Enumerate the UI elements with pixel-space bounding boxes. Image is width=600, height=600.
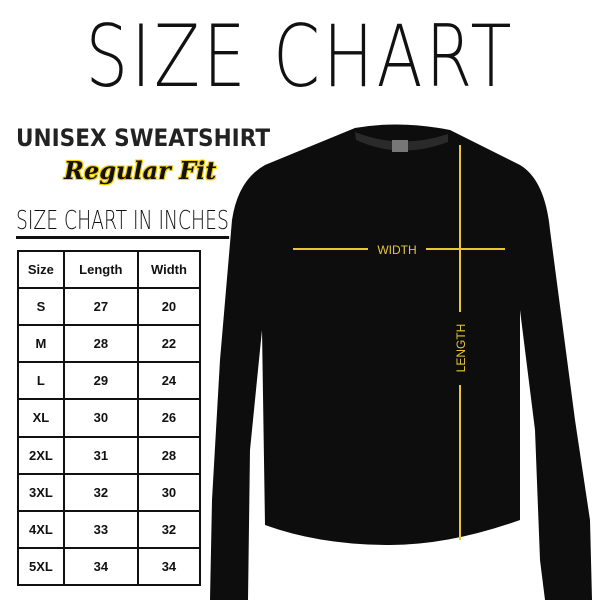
table-cell: 30 bbox=[136, 472, 202, 512]
table-cell: 33 bbox=[62, 509, 139, 549]
tag-icon bbox=[392, 140, 408, 152]
table-cell: 30 bbox=[62, 398, 139, 438]
table-row: 4XL 33 32 bbox=[17, 509, 202, 549]
table-cell: 4XL bbox=[17, 509, 65, 549]
product-name: UNISEX SWEATSHIRT bbox=[16, 124, 271, 152]
table-cell: 28 bbox=[136, 435, 202, 475]
column-header: Length bbox=[62, 249, 139, 290]
table-row: L 29 24 bbox=[17, 361, 202, 401]
table-cell: 20 bbox=[136, 287, 202, 327]
table-cell: 27 bbox=[62, 287, 139, 327]
table-row: 2XL 31 28 bbox=[17, 435, 202, 475]
table-cell: 3XL bbox=[17, 472, 65, 512]
table-cell: 2XL bbox=[17, 435, 65, 475]
sweatshirt-image bbox=[210, 124, 592, 600]
table-cell: 28 bbox=[62, 324, 139, 364]
table-row: 3XL 32 30 bbox=[17, 472, 202, 512]
table-row: M 28 22 bbox=[17, 324, 202, 364]
page-title: SIZE CHART bbox=[85, 7, 515, 107]
table-cell: S bbox=[17, 287, 65, 327]
table-cell: 29 bbox=[62, 361, 139, 401]
table-cell: 32 bbox=[62, 472, 139, 512]
table-cell: 22 bbox=[136, 324, 202, 364]
width-label: WIDTH bbox=[377, 243, 416, 257]
table-cell: 31 bbox=[62, 435, 139, 475]
table-cell: 32 bbox=[136, 509, 202, 549]
table-cell: XL bbox=[17, 398, 65, 438]
table-cell: 26 bbox=[136, 398, 202, 438]
table-cell: L bbox=[17, 361, 65, 401]
fit-label: Regular Fit bbox=[64, 156, 217, 185]
table-header-row: Size Length Width bbox=[17, 249, 202, 290]
size-table: Size Length Width S 27 20 M 28 22 L 29 24 XL 30 26 2XL 3… bbox=[17, 249, 202, 587]
column-header: Width bbox=[136, 249, 202, 290]
column-header: Size bbox=[17, 249, 65, 290]
table-cell: 5XL bbox=[17, 546, 65, 587]
length-label: LENGTH bbox=[454, 324, 468, 373]
table-cell: 34 bbox=[62, 546, 139, 587]
table-cell: 24 bbox=[136, 361, 202, 401]
table-caption: SIZE CHART IN INCHES bbox=[16, 206, 229, 239]
table-row: S 27 20 bbox=[17, 287, 202, 327]
table-row: XL 30 26 bbox=[17, 398, 202, 438]
table-cell: 34 bbox=[136, 546, 202, 587]
table-cell: M bbox=[17, 324, 65, 364]
table-row: 5XL 34 34 bbox=[17, 546, 202, 587]
